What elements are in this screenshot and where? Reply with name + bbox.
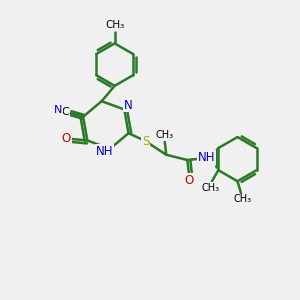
- Text: N: N: [54, 105, 63, 115]
- Text: CH₃: CH₃: [201, 183, 220, 193]
- Text: CH₃: CH₃: [156, 130, 174, 140]
- Text: S: S: [142, 135, 149, 148]
- Text: NH: NH: [96, 145, 113, 158]
- Text: CH₃: CH₃: [105, 20, 124, 30]
- Text: O: O: [61, 132, 71, 145]
- Text: CH₃: CH₃: [233, 194, 251, 205]
- Text: NH: NH: [198, 151, 215, 164]
- Text: O: O: [185, 173, 194, 187]
- Text: N: N: [124, 98, 132, 112]
- Text: C: C: [61, 107, 69, 117]
